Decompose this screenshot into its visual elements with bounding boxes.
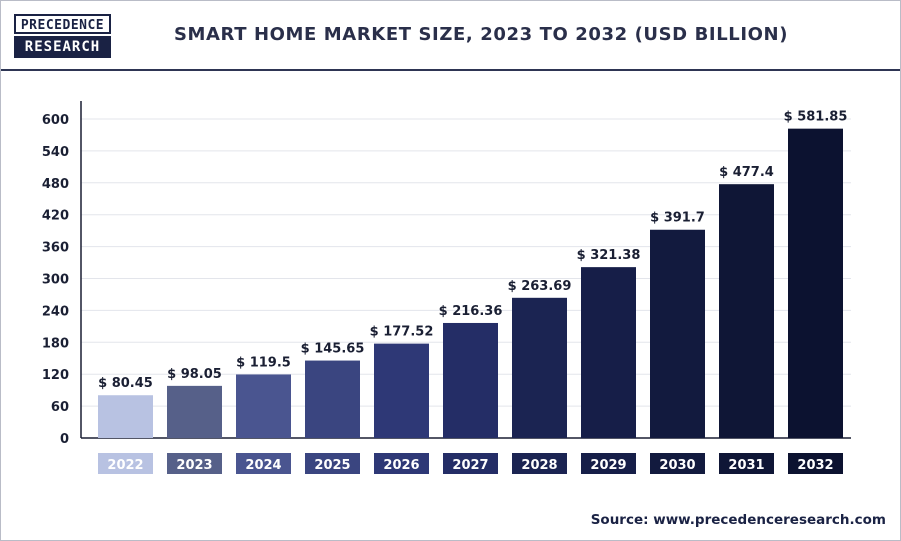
x-tick-label: 2023 [176, 458, 212, 473]
x-category-box [305, 453, 360, 474]
bar-value-label: $ 391.7 [650, 211, 705, 226]
x-tick-label: 2024 [245, 458, 281, 473]
bar [650, 229, 705, 438]
bar [167, 385, 222, 438]
y-tick-label: 120 [42, 368, 69, 383]
bar [443, 322, 498, 438]
bar [512, 297, 567, 438]
y-tick-label: 300 [42, 273, 69, 288]
chart-title: SMART HOME MARKET SIZE, 2023 TO 2032 (US… [173, 24, 789, 45]
bar [305, 360, 360, 438]
bar [581, 267, 636, 438]
bar [788, 128, 843, 438]
x-tick-label: 2029 [590, 458, 626, 473]
bar-value-label: $ 119.5 [236, 355, 291, 370]
bar-value-label: $ 321.38 [577, 248, 641, 263]
y-tick-label: 480 [42, 177, 69, 192]
y-tick-label: 600 [42, 113, 69, 128]
bar-value-label: $ 263.69 [508, 279, 572, 294]
bar-value-label: $ 80.45 [98, 376, 153, 391]
bar-value-label: $ 98.05 [167, 367, 222, 382]
bar [374, 343, 429, 438]
bar [236, 374, 291, 438]
precedence-research-logo: PRECEDENCE RESEARCH [14, 14, 111, 60]
bar-value-label: $ 477.4 [719, 165, 774, 180]
x-category-box [167, 453, 222, 474]
y-tick-label: 420 [42, 209, 69, 224]
x-tick-label: 2025 [314, 458, 350, 473]
source-text: Source: www.precedenceresearch.com [590, 512, 886, 528]
y-tick-label: 540 [42, 145, 69, 160]
x-tick-label: 2026 [383, 458, 419, 473]
x-tick-label: 2031 [728, 458, 764, 473]
chart-header: PRECEDENCE RESEARCH SMART HOME MARKET SI… [1, 1, 900, 71]
x-category-box [236, 453, 291, 474]
x-category-box [374, 453, 429, 474]
bar [719, 184, 774, 438]
x-category-box [650, 453, 705, 474]
bar-value-label: $ 177.52 [370, 325, 434, 340]
y-tick-label: 360 [42, 241, 69, 256]
bar-value-label: $ 145.65 [301, 342, 365, 357]
x-tick-label: 2030 [659, 458, 695, 473]
bar-value-label: $ 216.36 [439, 304, 503, 319]
x-category-box [581, 453, 636, 474]
y-tick-label: 180 [42, 336, 69, 351]
x-category-box [788, 453, 843, 474]
x-category-box [719, 453, 774, 474]
x-category-box [98, 453, 153, 474]
x-category-box [512, 453, 567, 474]
y-tick-label: 240 [42, 304, 69, 319]
bar-value-label: $ 581.85 [784, 110, 848, 125]
x-tick-label: 2027 [452, 458, 488, 473]
logo-top-text: PRECEDENCE [14, 14, 111, 34]
x-tick-label: 2032 [797, 458, 833, 473]
logo-bottom-text: RESEARCH [14, 36, 111, 58]
y-tick-label: 60 [51, 400, 69, 415]
x-tick-label: 2022 [107, 458, 143, 473]
y-tick-label: 0 [60, 432, 69, 447]
x-tick-label: 2028 [521, 458, 557, 473]
x-category-box [443, 453, 498, 474]
bar [98, 395, 153, 438]
